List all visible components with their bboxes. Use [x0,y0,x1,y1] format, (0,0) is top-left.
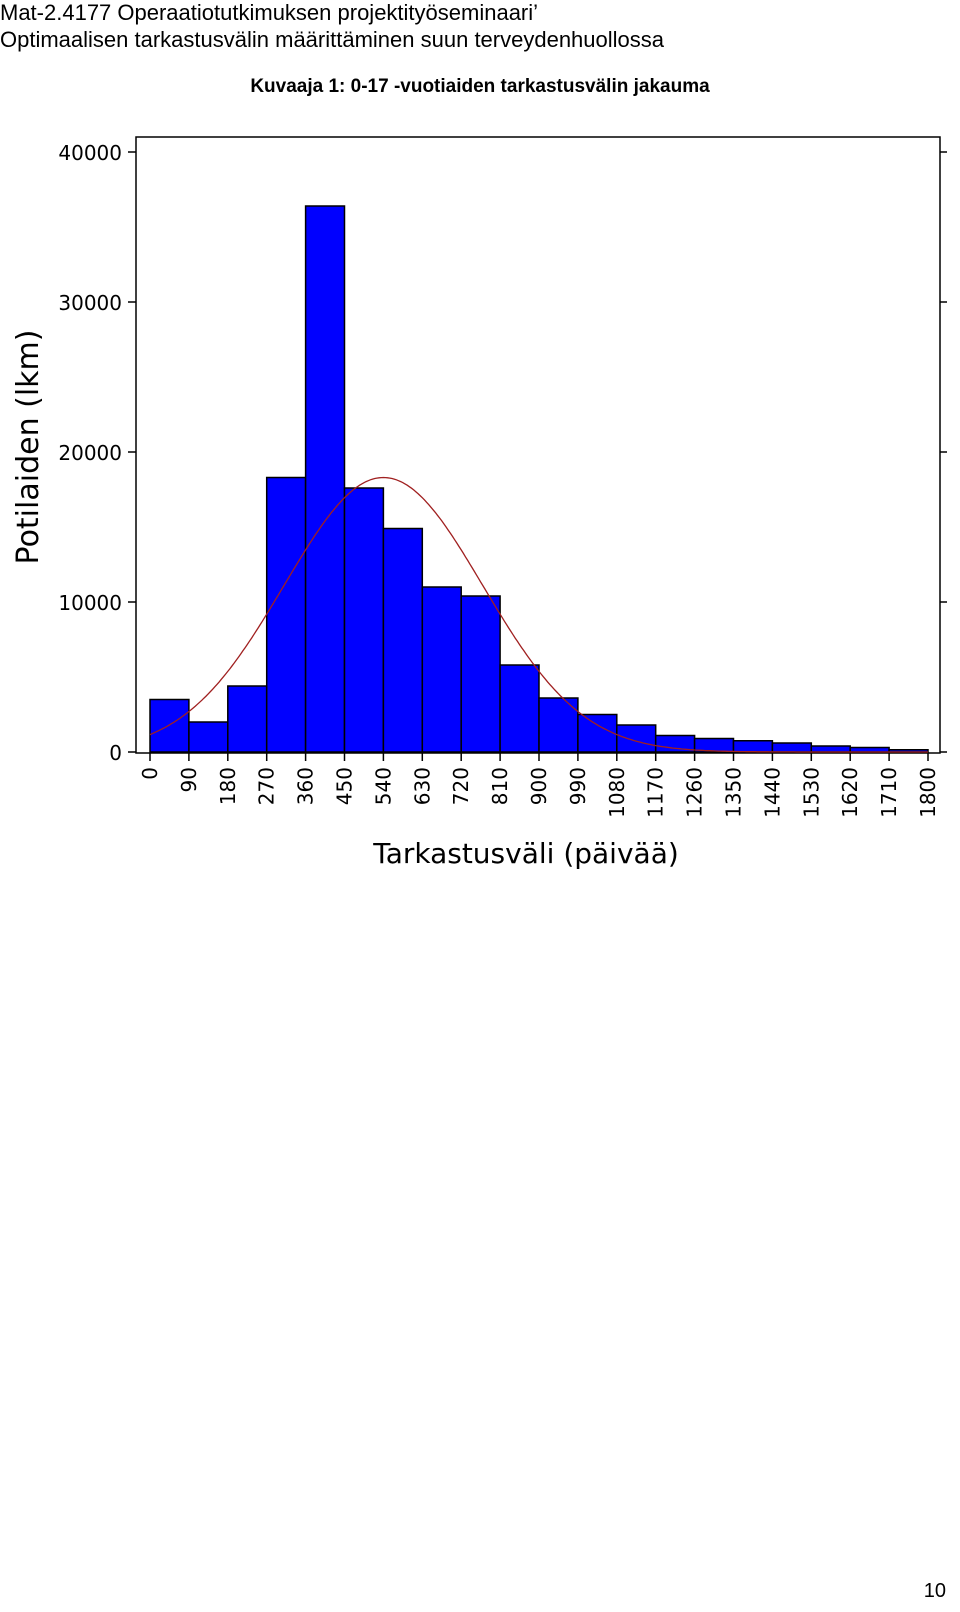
x-tick-label: 810 [488,767,512,805]
histogram-bar [304,205,346,753]
x-tick-label: 1440 [760,767,784,818]
x-tick-label: 360 [294,767,318,805]
x-axis-label: Tarkastusväli (päivää) [372,837,679,870]
histogram-bar [382,527,424,753]
histogram-bar [771,742,813,753]
histogram-bar [616,724,657,753]
histogram-bar [265,476,307,753]
histogram-chart: 0 10000 20000 30000 40000 0 90 180 270 360 450 540 6… [11,136,947,870]
y-tick-label: 0 [109,741,122,765]
x-tick-label: 0 [138,767,162,780]
x-tick-label: 1080 [605,767,629,818]
header-topic-line: Optimaalisen tarkastusvälin määrittämine… [0,27,665,52]
histogram-bar [810,745,851,753]
x-tick-label: 90 [177,767,201,792]
y-axis-label: Potilaiden (lkm) [11,330,46,565]
histogram-bar [732,740,774,753]
y-tick-label: 20000 [58,441,122,465]
y-tick-label: 30000 [58,291,122,315]
histogram-bar [849,746,890,753]
histogram-bar [149,698,190,753]
x-tick-label: 540 [371,767,395,805]
x-tick-label: 1260 [683,767,707,818]
histogram-bar [343,487,385,753]
y-tick-label: 40000 [58,141,122,165]
x-tick-label: 990 [566,767,590,805]
x-tick-label: 1350 [722,767,746,818]
x-tick-label: 270 [255,767,279,805]
histogram-bar [538,697,579,753]
histogram-bar [499,664,540,753]
figure-title: Kuvaaja 1: 0-17 -vuotiaiden tarkastusväl… [250,76,710,97]
y-tick-label: 10000 [58,591,122,615]
x-tick-label: 1170 [644,767,668,818]
header-course-line: Mat-2.4177 Operaatiotutkimuksen projekti… [0,0,539,25]
plot-frame [135,136,941,754]
x-tick-label: 900 [527,767,551,805]
x-tick-label: 1620 [838,767,862,818]
x-tick-label: 1800 [916,767,940,818]
histogram-bar [188,721,229,753]
x-tick-label: 630 [410,767,434,805]
histogram-bar [577,713,618,753]
x-tick-label: 1710 [877,767,901,818]
histogram-bar [460,595,501,753]
page-number: 10 [923,1580,946,1602]
x-tick-label: 1530 [799,767,823,818]
x-tick-label: 450 [333,767,357,805]
x-tick-label: 720 [449,767,473,805]
histogram-bar [421,586,462,753]
histogram-bar [227,685,268,753]
fitted-normal-curve [149,476,928,753]
x-tick-label: 180 [216,767,240,805]
